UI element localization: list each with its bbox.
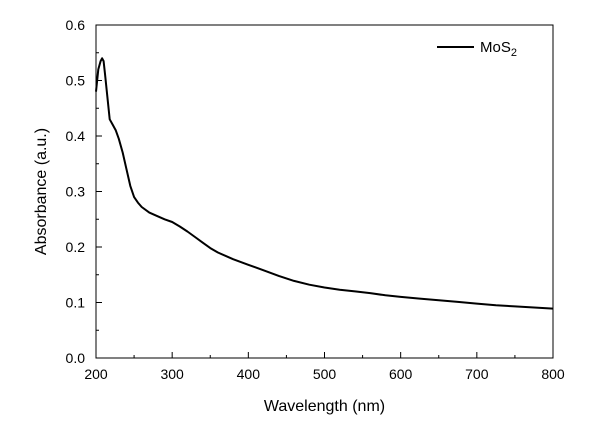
y-tick-label: 0.2 — [66, 239, 86, 255]
y-tick-label: 0.1 — [66, 295, 86, 311]
x-axis-ticks: 200 300 400 500 600 700 800 — [84, 352, 565, 382]
y-tick-label: 0.4 — [66, 128, 86, 144]
x-tick-label: 200 — [84, 366, 108, 382]
x-tick-label: 600 — [389, 366, 413, 382]
x-tick-label: 800 — [541, 366, 565, 382]
x-axis-title: Wavelength (nm) — [264, 398, 385, 415]
legend-label-sub: 2 — [511, 47, 517, 59]
y-tick-label: 0.6 — [66, 17, 86, 33]
legend: MoS2 — [437, 39, 517, 59]
series-line-mos2 — [95, 57, 554, 310]
x-tick-label: 500 — [313, 366, 337, 382]
y-axis-ticks: 0.0 0.1 0.2 0.3 0.4 0.5 0.6 — [66, 17, 102, 366]
y-tick-label: 0.5 — [66, 73, 86, 89]
plot-frame — [95, 24, 554, 359]
y-tick-label: 0.0 — [66, 350, 86, 366]
x-tick-label: 700 — [465, 366, 489, 382]
x-tick-label: 300 — [160, 366, 184, 382]
x-tick-label: 400 — [237, 366, 261, 382]
y-tick-label: 0.3 — [66, 184, 86, 200]
y-axis-title: Absorbance (a.u.) — [33, 128, 50, 255]
legend-label-main: MoS — [480, 39, 511, 56]
legend-label: MoS2 — [480, 39, 517, 59]
